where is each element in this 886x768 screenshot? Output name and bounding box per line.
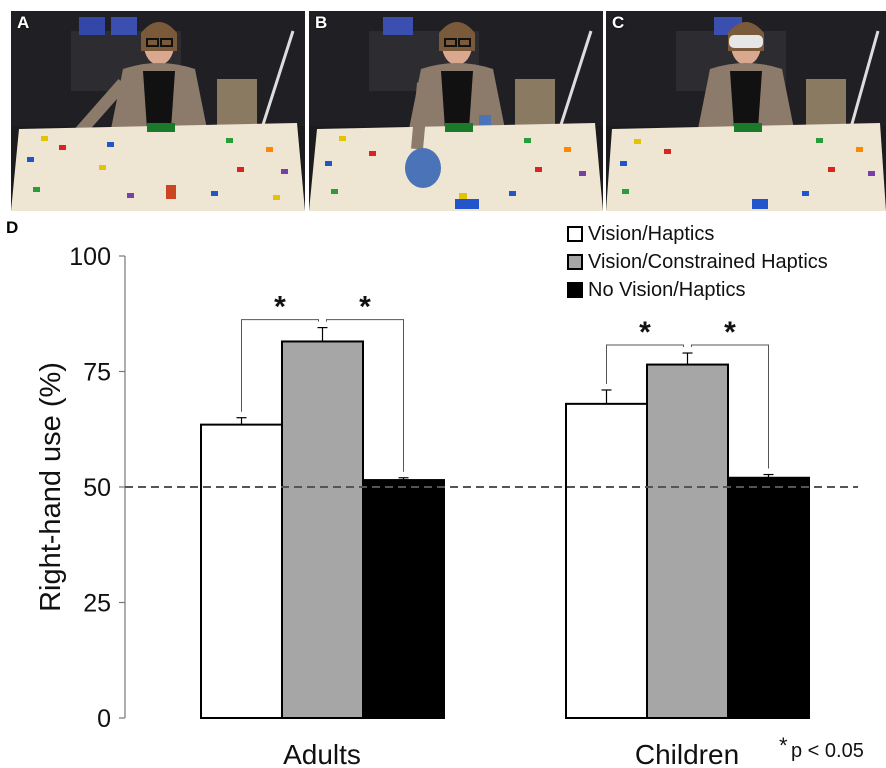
- significance-bracket: [326, 319, 404, 472]
- category-label: Adults: [283, 739, 361, 768]
- p-value-note: p < 0.05: [791, 740, 864, 762]
- significance-star: *: [724, 316, 736, 349]
- panel-label-d: D: [6, 218, 19, 237]
- bar: [281, 340, 364, 719]
- legend-swatch: [567, 226, 583, 242]
- bar: [727, 476, 810, 720]
- panel-label-b: B: [315, 13, 328, 32]
- p-value-star: *: [779, 733, 788, 758]
- significance-star: *: [359, 291, 371, 324]
- panel-label-c: C: [612, 13, 625, 32]
- legend-label: Vision/Constrained Haptics: [588, 251, 828, 273]
- legend-label: No Vision/Haptics: [588, 279, 745, 301]
- scene-vision-haptics: [11, 11, 305, 211]
- legend-label: Vision/Haptics: [588, 223, 714, 245]
- photo-panel-b: B: [309, 11, 603, 211]
- significance-bracket: [241, 319, 319, 412]
- significance-bracket: [606, 344, 684, 384]
- significance-star: *: [274, 291, 286, 324]
- photo-panel-a: A: [11, 11, 305, 211]
- bar: [362, 479, 445, 719]
- scattered-blocks-b: [325, 136, 586, 209]
- photo-panel-c: C: [606, 11, 886, 211]
- legend-swatch: [567, 282, 583, 298]
- y-tick-label: 25: [83, 590, 111, 618]
- category-label: Children: [635, 739, 739, 768]
- legend-swatch: [567, 254, 583, 270]
- scattered-blocks: [27, 136, 288, 200]
- bar-chart: 0 25 50 75 100 Right-hand use (%) Adults * * Chil…: [35, 223, 864, 768]
- y-tick-label: 50: [83, 474, 111, 502]
- bar: [646, 363, 729, 719]
- scene-no-vision: [606, 11, 886, 211]
- y-axis-label: Right-hand use (%): [35, 362, 67, 612]
- significance-star: *: [639, 316, 651, 349]
- scattered-blocks-c: [620, 138, 875, 209]
- y-tick-label: 75: [83, 359, 111, 387]
- panel-label-a: A: [17, 13, 30, 32]
- bar: [565, 402, 648, 719]
- y-tick-label: 100: [69, 243, 111, 271]
- significance-bracket: [691, 344, 769, 469]
- bar: [200, 423, 283, 719]
- scene-constrained-haptics: [309, 11, 603, 211]
- y-tick-label: 0: [97, 705, 111, 733]
